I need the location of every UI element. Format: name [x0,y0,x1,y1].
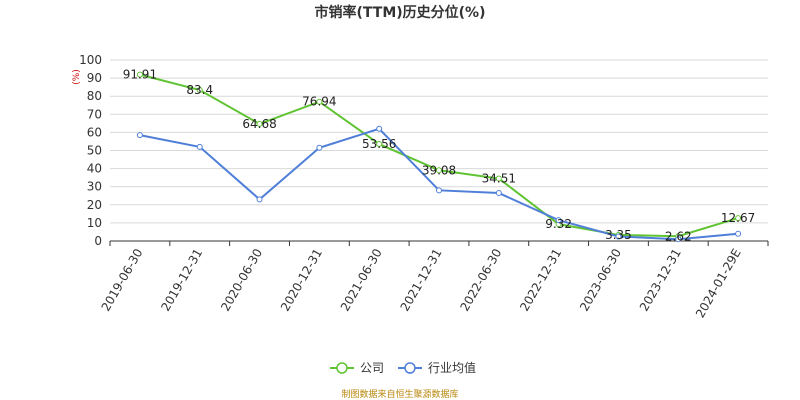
series-lines [136,71,742,243]
y-axis-unit-label: (%) [72,69,82,85]
x-tick-label: 2019-12-31 [158,246,205,313]
data-point [376,125,383,132]
data-point [495,175,502,182]
data-point [675,236,682,243]
data-label: 64.68 [242,117,276,131]
data-label: 83.4 [186,83,213,97]
y-tick-label: 70 [87,107,102,121]
data-point [436,167,442,174]
x-tick-label: 2024-01-29E [693,246,744,320]
y-tick-label: 20 [87,198,102,212]
gridlines [110,59,768,224]
data-point [136,71,143,78]
data-label: 76.94 [302,95,336,109]
data-point [136,132,143,139]
x-tick-label: 2019-06-30 [99,246,146,313]
x-tick-label: 2023-06-30 [577,246,624,313]
data-point [615,233,622,240]
y-tick-label: 80 [87,89,102,103]
data-point [256,120,263,127]
data-point [735,230,742,237]
data-label: 53.56 [362,137,396,151]
legend-marker-0 [336,362,348,374]
data-label: 39.08 [422,163,456,177]
x-tick-label: 2022-06-30 [457,246,504,313]
legend-label-1: 行业均值 [428,360,476,375]
legend-marker-1 [404,362,416,374]
x-tick-label: 2021-12-31 [398,246,445,313]
y-tick-label: 10 [87,216,102,230]
data-label: 3.35 [605,228,632,242]
chart-title: 市销率(TTM)历史分位(%) [315,4,486,21]
y-tick-label: 50 [87,144,102,158]
data-point [196,143,203,150]
data-point [495,190,502,197]
data-point [735,215,742,222]
x-tick-label: 2023-12-31 [637,246,684,313]
y-tick-label: 40 [87,162,102,176]
x-tick-label: 2022-12-31 [517,246,564,313]
data-point [316,144,323,151]
data-point [555,217,562,224]
y-axis-ticks: 0 10 20 30 40 50 60 70 80 90 100 [79,53,102,248]
data-point [376,141,383,148]
data-labels: 91.91 83.4 64.68 76.94 53.56 39.08 34.51 9.32 3.… [123,68,756,244]
y-tick-label: 0 [94,234,102,248]
x-axis-ticks: 2019-06-30 2019-12-31 2020-06-30 2020-12-31… [99,241,769,320]
y-tick-label: 60 [87,125,102,139]
data-label: 34.51 [482,172,516,186]
x-tick-label: 2020-12-31 [278,246,325,313]
y-tick-label: 30 [87,180,102,194]
data-point [256,196,263,203]
x-tick-label: 2020-06-30 [218,246,265,313]
y-tick-label: 90 [87,71,102,85]
x-tick-label: 2021-06-30 [338,246,385,313]
series-line-0 [139,73,739,238]
data-label: 12.67 [721,211,755,225]
data-point [436,187,442,194]
data-point [196,87,203,94]
data-label: 91.91 [123,68,157,82]
data-label: 2.62 [665,229,692,243]
source-note: 制图数据来自恒生聚源数据库 [341,388,458,400]
data-point [316,98,323,105]
data-label: 9.32 [545,217,572,231]
legend-label-0: 公司 [360,361,384,375]
legend: 公司 行业均值 [330,360,476,375]
y-tick-label: 100 [79,53,102,67]
